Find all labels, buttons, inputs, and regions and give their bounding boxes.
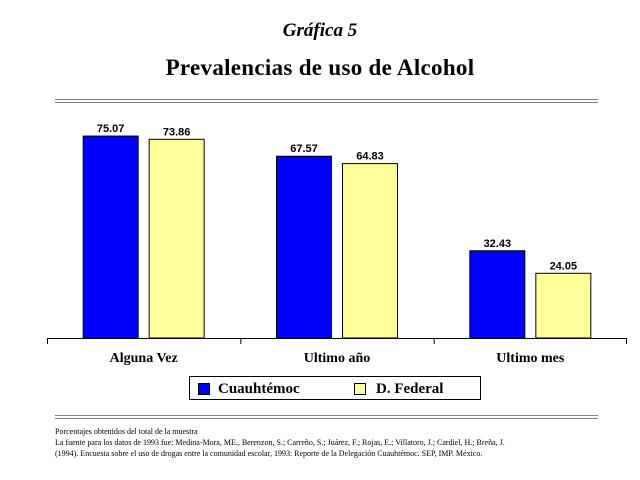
footnote: Porcentajes obtenidos del total de la mu… (55, 426, 615, 459)
legend-label-cuauhtemoc: Cuauhtémoc (218, 381, 300, 397)
footnote-line-1: Porcentajes obtenidos del total de la mu… (55, 427, 198, 436)
data-label: 24.05 (550, 260, 578, 272)
footnote-line-2: La fuente para los datos de 1993 fue: Me… (55, 438, 505, 447)
bar-cuauhtemoc (82, 135, 139, 339)
bar-d-federal (535, 272, 592, 339)
bottom-rule (55, 415, 598, 419)
legend-label-d-federal: D. Federal (376, 381, 444, 397)
chart-kicker: Gráfica 5 (282, 20, 358, 41)
x-tick-label: Ultimo mes (496, 351, 565, 366)
bar-d-federal (342, 163, 398, 339)
x-tick-label: Alguna Vez (110, 351, 178, 366)
bar-cuauhtemoc (469, 250, 526, 339)
bar-d-federal (148, 138, 205, 339)
legend-swatch-cuauhtemoc (198, 383, 210, 395)
top-rule (55, 99, 598, 103)
footnote-line-3: (1994). Encuesta sobre el uso de drogas … (55, 449, 483, 458)
legend: Cuauhtémoc D. Federal (189, 376, 481, 400)
legend-swatch-d-federal (354, 383, 366, 395)
data-label: 64.83 (356, 151, 384, 163)
chart-title: Prevalencias de uso de Alcohol (165, 55, 475, 80)
x-tick-label: Ultimo año (304, 351, 371, 366)
data-label: 73.86 (163, 126, 191, 138)
data-label: 32.43 (484, 238, 512, 250)
bar-cuauhtemoc (276, 155, 332, 339)
data-label: 67.57 (290, 143, 318, 155)
data-label: 75.07 (97, 123, 125, 135)
